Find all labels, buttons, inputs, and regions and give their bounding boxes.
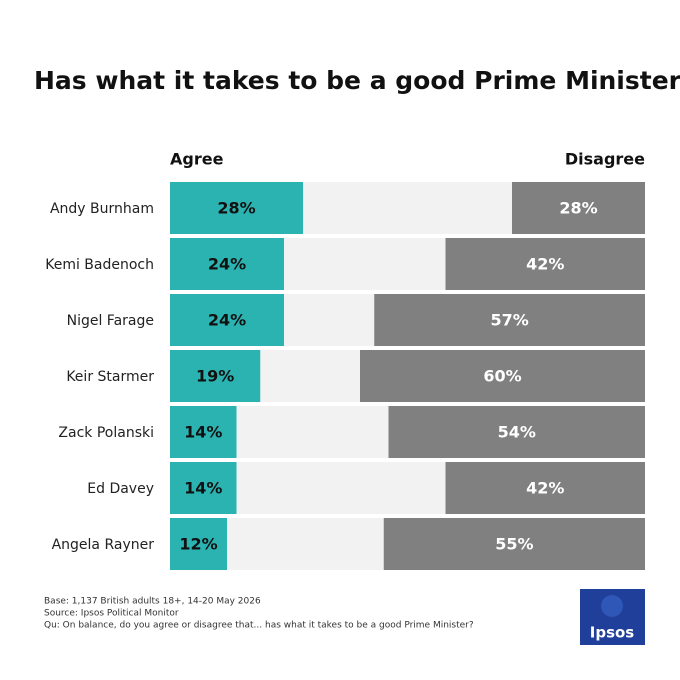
legend-label: Disagree bbox=[565, 150, 645, 169]
data-label: 14% bbox=[184, 423, 222, 442]
footnote: Source: Ipsos Political Monitor bbox=[44, 609, 179, 619]
data-label: 19% bbox=[196, 367, 234, 386]
bar bbox=[170, 182, 303, 234]
data-label: 14% bbox=[184, 479, 222, 498]
y-tick-label: Zack Polanski bbox=[58, 425, 154, 441]
bar bbox=[360, 350, 645, 402]
bar bbox=[170, 462, 237, 514]
logo-text: Ipsos bbox=[590, 624, 635, 642]
bar bbox=[388, 406, 645, 458]
data-label: 42% bbox=[526, 255, 564, 274]
y-tick-label: Kemi Badenoch bbox=[45, 257, 154, 273]
data-label: 54% bbox=[498, 423, 536, 442]
bar bbox=[170, 350, 261, 402]
y-tick-label: Nigel Farage bbox=[67, 313, 154, 329]
data-label: 55% bbox=[495, 535, 533, 554]
bar bbox=[512, 182, 645, 234]
bar bbox=[445, 238, 645, 290]
footnote: Base: 1,137 British adults 18+, 14-20 Ma… bbox=[44, 597, 261, 607]
bar bbox=[170, 238, 284, 290]
y-tick-label: Ed Davey bbox=[87, 481, 154, 497]
data-label: 42% bbox=[526, 479, 564, 498]
bar bbox=[170, 294, 284, 346]
data-label: 24% bbox=[208, 311, 246, 330]
y-tick-label: Keir Starmer bbox=[66, 369, 154, 385]
data-label: 60% bbox=[483, 367, 521, 386]
data-label: 57% bbox=[490, 311, 528, 330]
bar bbox=[374, 294, 645, 346]
bar bbox=[383, 518, 645, 570]
bar bbox=[170, 518, 227, 570]
bar bbox=[445, 462, 645, 514]
data-label: 28% bbox=[559, 199, 597, 218]
data-label: 12% bbox=[179, 535, 217, 554]
legend-label: Agree bbox=[170, 150, 224, 169]
data-label: 28% bbox=[217, 199, 255, 218]
y-tick-label: Andy Burnham bbox=[50, 201, 154, 217]
chart-title: Has what it takes to be a good Prime Min… bbox=[34, 66, 680, 95]
y-tick-label: Angela Rayner bbox=[52, 537, 155, 553]
logo-mark bbox=[601, 595, 623, 617]
bar bbox=[170, 406, 237, 458]
data-label: 24% bbox=[208, 255, 246, 274]
footnote: Qu: On balance, do you agree or disagree… bbox=[44, 621, 474, 631]
